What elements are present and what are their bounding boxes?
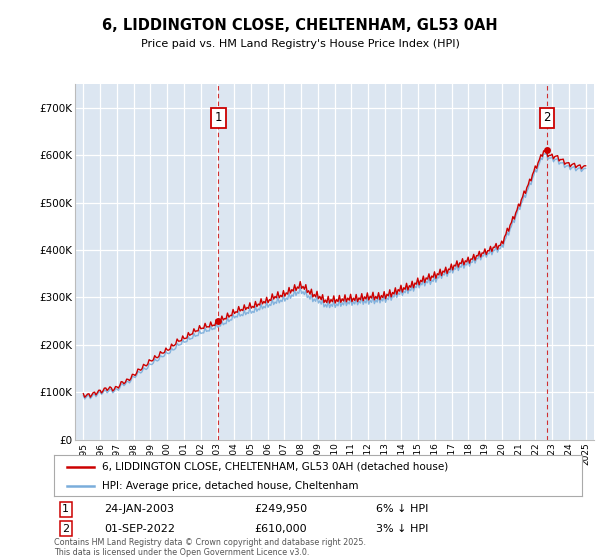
Text: 6, LIDDINGTON CLOSE, CHELTENHAM, GL53 0AH (detached house): 6, LIDDINGTON CLOSE, CHELTENHAM, GL53 0A…	[101, 461, 448, 472]
Text: £249,950: £249,950	[254, 504, 308, 514]
Text: £610,000: £610,000	[254, 524, 307, 534]
Text: 3% ↓ HPI: 3% ↓ HPI	[376, 524, 428, 534]
Text: 24-JAN-2003: 24-JAN-2003	[104, 504, 174, 514]
Text: HPI: Average price, detached house, Cheltenham: HPI: Average price, detached house, Chel…	[101, 480, 358, 491]
Text: 1: 1	[215, 111, 222, 124]
Text: Price paid vs. HM Land Registry's House Price Index (HPI): Price paid vs. HM Land Registry's House …	[140, 39, 460, 49]
Text: 6, LIDDINGTON CLOSE, CHELTENHAM, GL53 0AH: 6, LIDDINGTON CLOSE, CHELTENHAM, GL53 0A…	[102, 18, 498, 33]
Text: 01-SEP-2022: 01-SEP-2022	[104, 524, 175, 534]
Text: 6% ↓ HPI: 6% ↓ HPI	[376, 504, 428, 514]
Text: 2: 2	[62, 524, 69, 534]
Text: 1: 1	[62, 504, 69, 514]
Text: 2: 2	[543, 111, 550, 124]
Text: Contains HM Land Registry data © Crown copyright and database right 2025.
This d: Contains HM Land Registry data © Crown c…	[54, 538, 366, 557]
